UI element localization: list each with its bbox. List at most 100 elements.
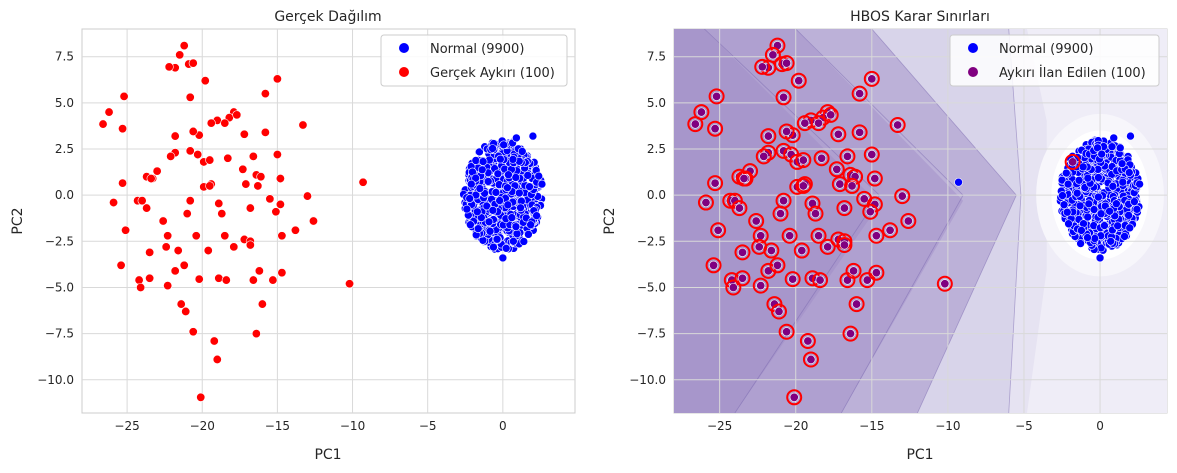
flagged-ring xyxy=(1064,153,1081,170)
flagged-point xyxy=(835,179,845,189)
normal-point xyxy=(1097,149,1106,159)
normal-point xyxy=(484,217,494,227)
flagged-ring xyxy=(839,148,856,165)
normal-point xyxy=(471,156,481,165)
flagged-ring xyxy=(760,262,777,279)
flagged-ring xyxy=(845,262,862,279)
normal-point xyxy=(491,188,501,197)
outlier-point xyxy=(308,216,318,226)
flagged-point xyxy=(739,174,749,184)
flagged-ring xyxy=(807,205,824,222)
normal-point xyxy=(1130,197,1139,206)
normal-point xyxy=(511,222,521,231)
x-tick-label: −25 xyxy=(707,419,732,433)
normal-point xyxy=(511,173,521,182)
normal-point xyxy=(1083,173,1093,183)
flagged-ring xyxy=(882,222,899,239)
flagged-ring xyxy=(769,257,786,274)
normal-point xyxy=(1120,232,1129,241)
flagged-ring xyxy=(735,170,752,187)
y-tick-label: −2.5 xyxy=(637,234,666,248)
outlier-point xyxy=(145,247,155,257)
y-tick-label: −5.0 xyxy=(637,280,666,294)
outlier-point xyxy=(191,231,201,241)
outlier-point xyxy=(214,273,224,283)
outlier-point xyxy=(98,119,108,129)
flagged-point xyxy=(710,124,720,134)
outlier-point xyxy=(145,273,155,283)
flagged-ring xyxy=(819,238,836,255)
contour-level-4 xyxy=(674,29,880,413)
normal-point xyxy=(496,154,505,164)
normal-point xyxy=(1072,188,1082,198)
flagged-point xyxy=(839,240,849,250)
x-axis-label-2: PC1 xyxy=(906,447,933,463)
outlier-point xyxy=(206,118,216,128)
legend-marker-normal-1 xyxy=(399,43,409,53)
flagged-point xyxy=(803,336,813,346)
flagged-ring xyxy=(781,227,798,244)
normal-point xyxy=(485,226,495,236)
flagged-ring xyxy=(707,120,724,137)
x-tick-label: −20 xyxy=(783,419,808,433)
flagged-point xyxy=(800,118,810,128)
flagged-point xyxy=(788,274,798,284)
flagged-ring xyxy=(936,275,953,292)
flagged-ring xyxy=(687,116,704,133)
flagged-point xyxy=(782,327,792,337)
flagged-ring xyxy=(900,213,917,229)
x-tick-label: −5 xyxy=(419,419,437,433)
outlier-point xyxy=(358,177,368,187)
x-tick-label: −10 xyxy=(935,419,960,433)
outlier-point xyxy=(245,240,255,250)
outlier-point xyxy=(239,129,249,139)
flagged-ring xyxy=(796,176,813,193)
outlier-point xyxy=(209,336,219,346)
x-tick-label: 0 xyxy=(1096,419,1104,433)
flagged-ring xyxy=(889,117,906,133)
flagged-point xyxy=(833,129,843,139)
flagged-point xyxy=(855,89,865,99)
outlier-point xyxy=(104,107,114,117)
x-tick-label: −5 xyxy=(1015,419,1033,433)
flagged-ring xyxy=(725,279,742,296)
normal-point xyxy=(1059,200,1069,210)
flagged-ring xyxy=(734,244,751,261)
flagged-point xyxy=(817,153,827,163)
outlier-point xyxy=(271,207,281,217)
normal-point xyxy=(528,131,538,141)
flagged-ring xyxy=(795,177,812,194)
normal-point xyxy=(1094,192,1103,202)
flagged-point xyxy=(870,174,880,184)
normal-point xyxy=(482,201,492,211)
flagged-point xyxy=(772,260,782,270)
flagged-point xyxy=(885,225,895,235)
normal-point xyxy=(1063,179,1073,189)
outlier-point xyxy=(290,225,300,235)
outlier-point xyxy=(298,120,308,130)
flagged-ring xyxy=(710,222,727,239)
outlier-point xyxy=(203,246,213,256)
y-tick-label: 2.5 xyxy=(647,142,666,156)
flagged-point xyxy=(737,273,747,283)
normal-point xyxy=(1084,199,1094,209)
normal-point xyxy=(509,237,518,246)
y-axis-label-2: PC2 xyxy=(602,207,618,234)
normal-point xyxy=(1074,175,1084,185)
outlier-point xyxy=(220,118,230,128)
flagged-point xyxy=(871,231,881,241)
flagged-ring xyxy=(810,227,827,244)
flagged-ring xyxy=(830,126,847,143)
flagged-point xyxy=(709,260,719,270)
flagged-point xyxy=(847,181,857,191)
normal-point xyxy=(532,211,541,220)
flagged-ring xyxy=(784,271,801,288)
flagged-point xyxy=(779,92,789,102)
flagged-point xyxy=(763,131,773,141)
flagged-point xyxy=(710,178,720,188)
flagged-point xyxy=(728,282,738,292)
flagged-point xyxy=(789,392,799,402)
normal-point xyxy=(537,179,547,189)
outlier-point xyxy=(175,50,185,60)
flagged-point xyxy=(811,209,821,219)
